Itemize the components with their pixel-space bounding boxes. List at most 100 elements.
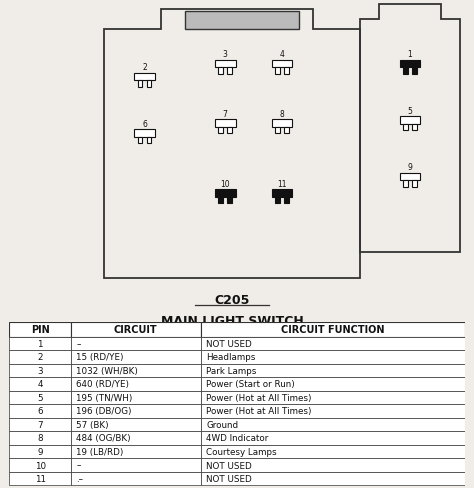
Text: Headlamps: Headlamps	[206, 353, 255, 362]
Bar	[201, 418, 465, 431]
Text: 19 (LB/RD): 19 (LB/RD)	[76, 447, 124, 456]
Bar	[146, 138, 151, 144]
Text: 7: 7	[223, 110, 228, 119]
Bar	[201, 337, 465, 350]
Bar	[400, 61, 420, 68]
Text: Ground: Ground	[206, 420, 238, 429]
Bar	[9, 405, 71, 418]
Text: 7: 7	[37, 420, 43, 429]
Text: Power (Hot at All Times): Power (Hot at All Times)	[206, 407, 311, 416]
Bar	[71, 391, 201, 405]
Bar	[412, 181, 417, 187]
Text: 484 (OG/BK): 484 (OG/BK)	[76, 434, 131, 443]
Bar	[275, 68, 280, 75]
Bar	[9, 445, 71, 458]
Bar	[201, 405, 465, 418]
Text: 195 (TN/WH): 195 (TN/WH)	[76, 393, 133, 402]
Bar	[71, 322, 201, 337]
Bar	[201, 458, 465, 472]
Bar	[71, 418, 201, 431]
Text: 11: 11	[277, 180, 287, 188]
Text: 196 (DB/OG): 196 (DB/OG)	[76, 407, 132, 416]
Bar	[403, 124, 408, 131]
Text: NOT USED: NOT USED	[206, 339, 252, 348]
Text: 1: 1	[408, 50, 412, 59]
Text: Power (Hot at All Times): Power (Hot at All Times)	[206, 393, 311, 402]
Bar	[272, 120, 292, 128]
Text: 8: 8	[280, 110, 284, 119]
Bar	[215, 120, 236, 128]
Bar	[9, 431, 71, 445]
Text: 1032 (WH/BK): 1032 (WH/BK)	[76, 366, 138, 375]
Text: 11: 11	[35, 474, 46, 483]
Bar	[403, 181, 408, 187]
Bar	[201, 350, 465, 364]
Bar	[219, 198, 223, 204]
Bar	[9, 377, 71, 391]
Bar	[71, 445, 201, 458]
Bar	[284, 68, 289, 75]
Bar	[275, 198, 280, 204]
Bar	[215, 190, 236, 198]
Text: 5: 5	[408, 106, 412, 115]
Bar	[412, 68, 417, 75]
Bar	[71, 350, 201, 364]
Bar	[412, 124, 417, 131]
Bar	[201, 431, 465, 445]
Bar	[201, 445, 465, 458]
Bar	[9, 364, 71, 377]
Text: Park Lamps: Park Lamps	[206, 366, 256, 375]
Text: 15 (RD/YE): 15 (RD/YE)	[76, 353, 124, 362]
Text: C205: C205	[215, 294, 250, 307]
Text: 2: 2	[142, 63, 147, 72]
Bar	[403, 68, 408, 75]
Bar	[138, 81, 143, 88]
Text: –: –	[76, 461, 81, 469]
Bar	[9, 458, 71, 472]
Bar	[272, 61, 292, 68]
Bar	[215, 61, 236, 68]
Text: 4WD Indicator: 4WD Indicator	[206, 434, 268, 443]
Text: MAIN LIGHT SWITCH: MAIN LIGHT SWITCH	[161, 315, 304, 328]
Bar	[146, 81, 151, 88]
Bar	[275, 128, 280, 134]
Bar	[71, 337, 201, 350]
Bar	[284, 198, 289, 204]
Text: NOT USED: NOT USED	[206, 474, 252, 483]
Text: PIN: PIN	[31, 325, 50, 334]
Bar	[71, 364, 201, 377]
Bar	[71, 472, 201, 485]
Bar	[272, 190, 292, 198]
Text: 3: 3	[223, 50, 228, 59]
Bar	[227, 68, 232, 75]
Bar	[71, 377, 201, 391]
Bar	[185, 12, 299, 30]
Bar	[201, 377, 465, 391]
Text: 10: 10	[35, 461, 46, 469]
Text: 640 (RD/YE): 640 (RD/YE)	[76, 380, 129, 388]
Bar	[9, 350, 71, 364]
Bar	[134, 74, 155, 81]
Bar	[400, 173, 420, 181]
Bar	[227, 128, 232, 134]
Text: Power (Start or Run): Power (Start or Run)	[206, 380, 295, 388]
Text: 1: 1	[37, 339, 43, 348]
Bar	[201, 322, 465, 337]
Bar	[71, 405, 201, 418]
Text: 57 (BK): 57 (BK)	[76, 420, 109, 429]
Text: 4: 4	[280, 50, 284, 59]
Bar	[201, 472, 465, 485]
Text: 6: 6	[142, 120, 147, 129]
Text: CIRCUIT FUNCTION: CIRCUIT FUNCTION	[281, 325, 384, 334]
Bar	[227, 198, 232, 204]
Bar	[71, 458, 201, 472]
Bar	[134, 130, 155, 138]
Text: –: –	[76, 339, 81, 348]
Bar	[9, 472, 71, 485]
Text: 5: 5	[37, 393, 43, 402]
Bar	[400, 117, 420, 124]
Text: 10: 10	[220, 180, 230, 188]
Text: NOT USED: NOT USED	[206, 461, 252, 469]
Bar	[284, 128, 289, 134]
Bar	[201, 364, 465, 377]
